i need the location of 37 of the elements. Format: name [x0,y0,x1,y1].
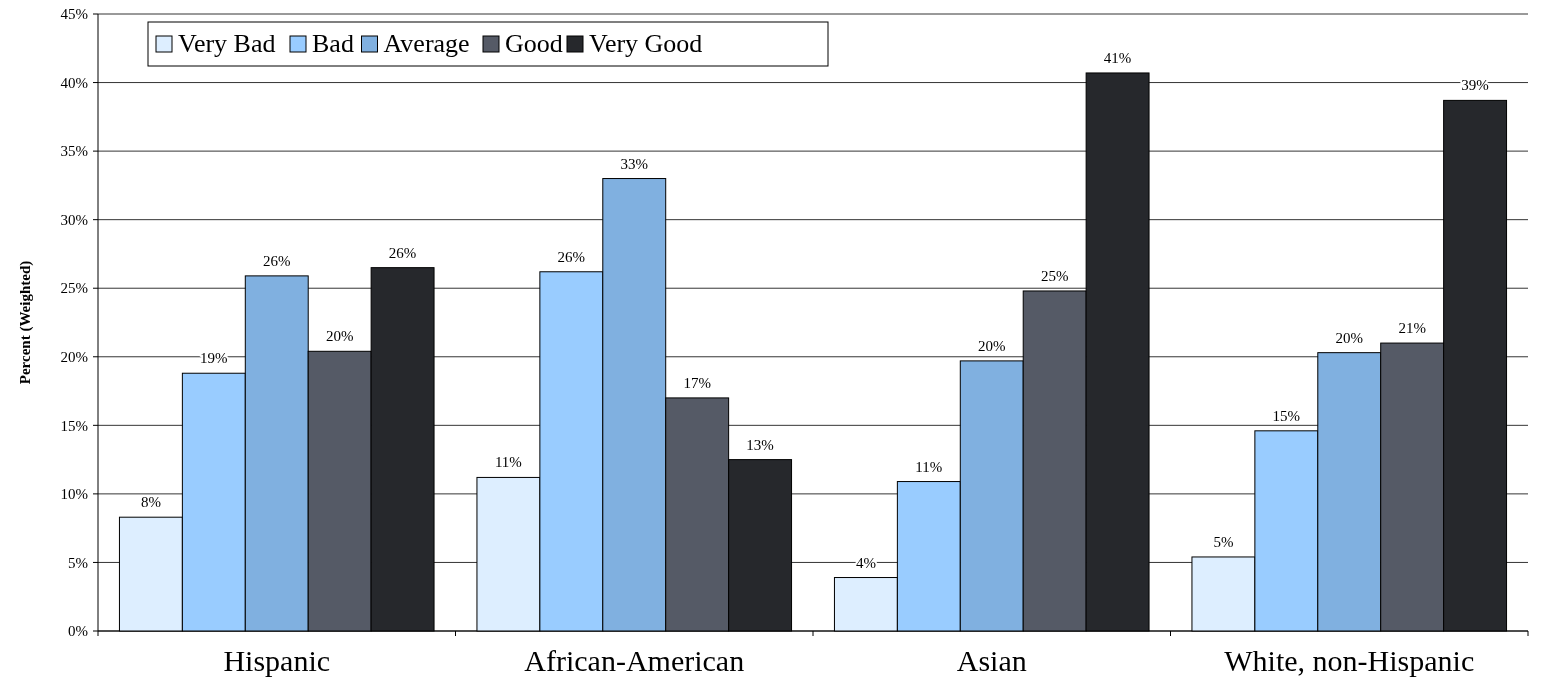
data-label: 17% [683,374,711,391]
x-tick-label: African-American [524,644,745,677]
legend-label: Average [383,29,470,58]
data-label: 26% [557,248,586,265]
y-axis-title: Percent (Weighted) [17,260,34,385]
y-tick-label: 20% [60,349,88,366]
legend-label: Bad [312,29,354,58]
x-tick-label: Asian [956,644,1027,677]
data-label: 20% [1335,329,1363,346]
y-tick-label: 10% [60,486,88,503]
data-label: 13% [746,436,774,453]
y-tick-label: 0% [68,623,88,640]
data-label: 21% [1398,320,1426,337]
data-label: 11% [494,454,522,471]
data-label: 33% [620,155,648,172]
data-label: 26% [263,252,291,269]
x-tick-label: White, non-Hispanic [1224,644,1475,677]
data-label: 20% [978,337,1006,354]
y-tick-label: 30% [60,211,88,228]
y-tick-label: 45% [60,6,88,23]
legend-label: Very Good [589,29,703,58]
y-tick-label: 5% [68,554,88,571]
legend-label: Good [505,29,563,58]
data-label: 41% [1103,49,1132,66]
data-label: 15% [1272,407,1301,424]
y-tick-label: 15% [60,417,88,434]
data-label: 26% [388,244,417,261]
y-tick-label: 40% [60,74,88,91]
data-label: 8% [140,494,161,511]
x-tick-label: Hispanic [223,644,331,677]
data-label: 11% [915,458,943,475]
data-label: 20% [325,328,354,345]
data-label: 25% [1040,267,1069,284]
y-tick-label: 25% [60,280,88,297]
legend-label: Very Bad [178,29,276,58]
data-label: 5% [1213,533,1234,550]
y-tick-label: 35% [60,143,88,160]
